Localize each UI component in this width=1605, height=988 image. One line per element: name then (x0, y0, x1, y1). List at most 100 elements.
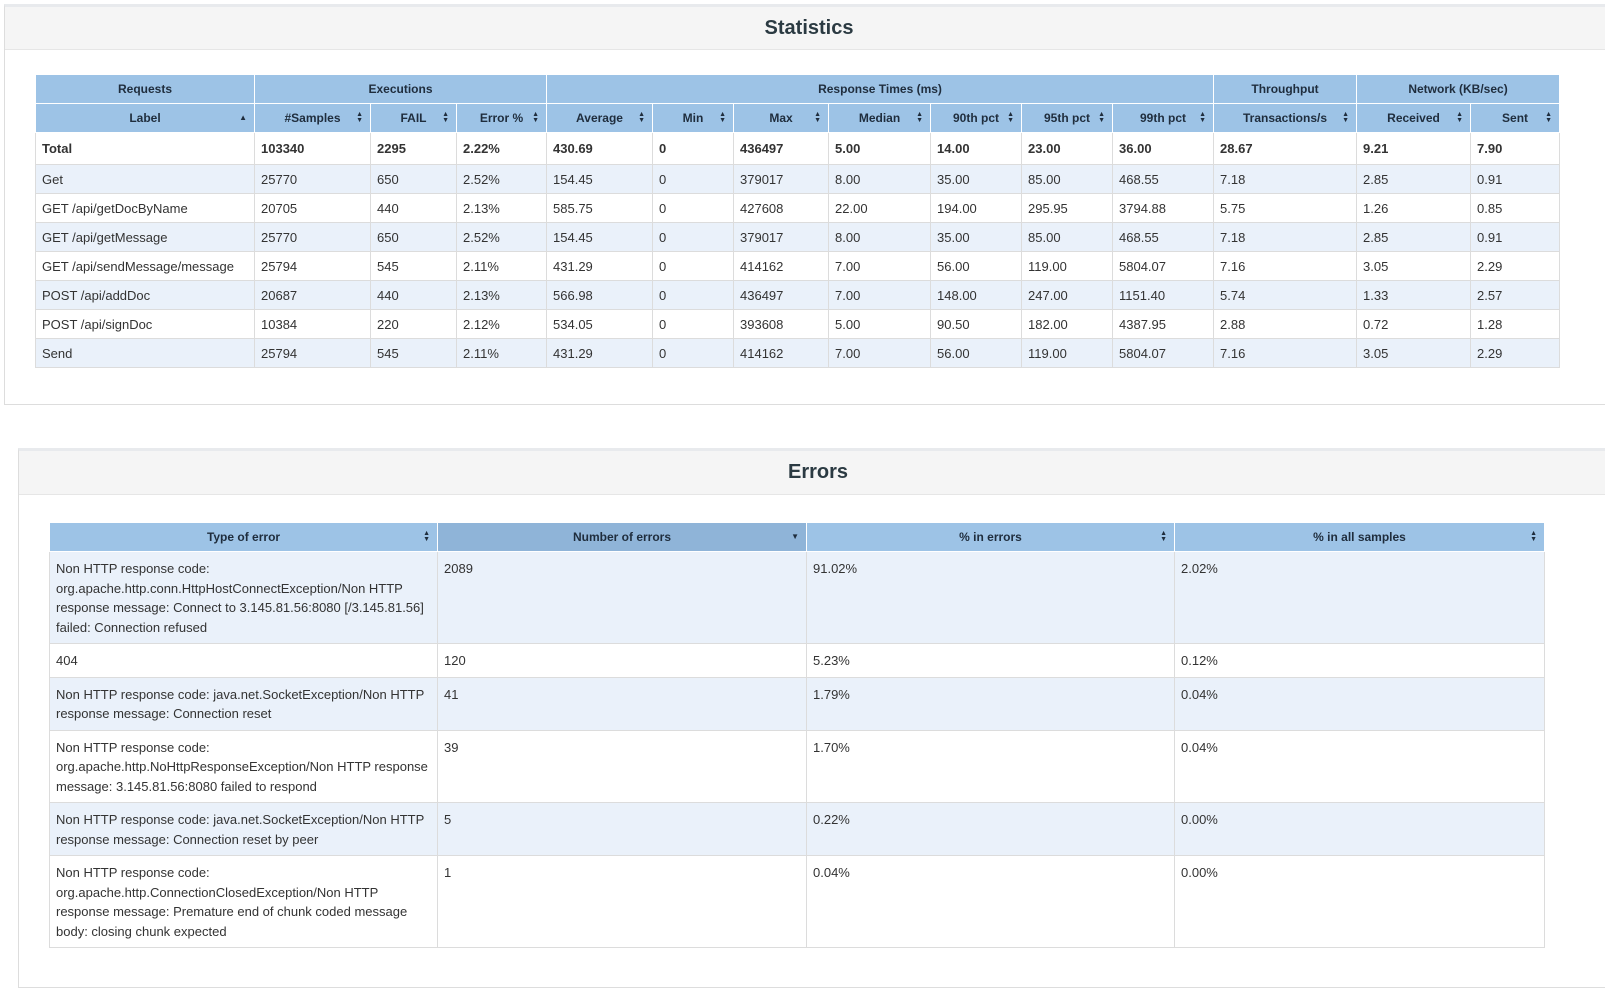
column-header-number-of-errors[interactable]: Number of errors ▼ (437, 522, 807, 552)
column-header-in-errors[interactable]: % in errors ▲ ▼ (806, 522, 1175, 552)
column-header-95th-pct[interactable]: 95th pct ▲ ▼ (1021, 103, 1114, 133)
column-header-label: 95th pct (1044, 111, 1091, 125)
table-row: GET /api/getMessage 25770 650 2.52% 154.45 0 3… (35, 222, 1561, 252)
table-cell: 2.11% (455, 251, 548, 281)
column-header-error[interactable]: Error % ▲ ▼ (455, 103, 548, 133)
column-header-transactions-s[interactable]: Transactions/s ▲ ▼ (1213, 103, 1358, 133)
table-cell: 120 (437, 643, 807, 678)
table-row: 404 120 5.23% 0.12% (49, 643, 1545, 678)
sort-both-icon: ▲ ▼ (532, 111, 540, 124)
table-cell: 0.72 (1356, 309, 1472, 339)
column-header-99th-pct[interactable]: 99th pct ▲ ▼ (1112, 103, 1215, 133)
table-cell: 545 (370, 338, 457, 368)
column-header-received[interactable]: Received ▲ ▼ (1356, 103, 1472, 133)
table-cell: 440 (370, 193, 457, 223)
table-cell: 393608 (733, 309, 830, 339)
column-header-label: % in errors (959, 530, 1022, 544)
table-cell: 25770 (254, 164, 371, 194)
table-cell: Total (35, 132, 255, 165)
table-cell: 28.67 (1213, 132, 1358, 165)
column-header-fail[interactable]: FAIL ▲ ▼ (370, 103, 457, 133)
column-header-label[interactable]: Label ▲ (35, 103, 255, 133)
sort-both-icon: ▲ ▼ (814, 111, 822, 124)
column-header-label: FAIL (400, 111, 427, 125)
table-cell: 0 (652, 338, 735, 368)
table-cell: 5.23% (806, 643, 1175, 678)
sort-both-icon: ▲ ▼ (638, 111, 646, 124)
table-cell: 119.00 (1021, 338, 1114, 368)
table-cell: 20705 (254, 193, 371, 223)
table-row: Non HTTP response code: java.net.SocketE… (49, 802, 1545, 856)
column-header-average[interactable]: Average ▲ ▼ (546, 103, 654, 133)
sort-both-icon: ▲ ▼ (1530, 530, 1537, 543)
table-cell: 5.74 (1213, 280, 1358, 310)
table-cell: 545 (370, 251, 457, 281)
table-cell: 0.00% (1174, 802, 1545, 856)
table-cell: 2.12% (455, 309, 548, 339)
column-header-90th-pct[interactable]: 90th pct ▲ ▼ (930, 103, 1023, 133)
table-cell: 650 (370, 164, 457, 194)
table-cell: 0.91 (1470, 164, 1561, 194)
table-row: Get 25770 650 2.52% 154.45 0 379017 8.00 35.00 85… (35, 164, 1561, 194)
table-cell: 182.00 (1021, 309, 1114, 339)
column-header-median[interactable]: Median ▲ ▼ (828, 103, 932, 133)
table-cell: 2.13% (455, 193, 548, 223)
table-cell: 7.18 (1213, 164, 1358, 194)
table-cell: 468.55 (1112, 164, 1215, 194)
table-cell: 119.00 (1021, 251, 1114, 281)
table-cell: 2.57 (1470, 280, 1561, 310)
column-header-type-of-error[interactable]: Type of error ▲ ▼ (49, 522, 438, 552)
statistics-panel: Statistics Requests Executions Response … (4, 4, 1605, 405)
group-header-response-times: Response Times (ms) (546, 74, 1215, 104)
table-cell: 2.29 (1470, 338, 1561, 368)
table-cell: 36.00 (1112, 132, 1215, 165)
table-cell: 35.00 (930, 164, 1023, 194)
group-header-requests: Requests (35, 74, 255, 104)
table-cell: 1.28 (1470, 309, 1561, 339)
sort-descending-icon: ▼ (791, 532, 799, 541)
column-header-max[interactable]: Max ▲ ▼ (733, 103, 830, 133)
column-header-min[interactable]: Min ▲ ▼ (652, 103, 735, 133)
table-cell: 431.29 (546, 251, 654, 281)
table-cell: 154.45 (546, 164, 654, 194)
column-header-label: Max (769, 111, 793, 125)
column-header-samples[interactable]: #Samples ▲ ▼ (254, 103, 371, 133)
table-cell: 5.00 (828, 132, 932, 165)
column-header-in-all-samples[interactable]: % in all samples ▲ ▼ (1174, 522, 1545, 552)
column-header-sent[interactable]: Sent ▲ ▼ (1470, 103, 1561, 133)
table-row: Non HTTP response code: org.apache.http.… (49, 855, 1545, 948)
statistics-heading: Statistics (5, 7, 1605, 50)
table-cell: 35.00 (930, 222, 1023, 252)
table-cell: 14.00 (930, 132, 1023, 165)
table-cell: 56.00 (930, 251, 1023, 281)
column-header-label: #Samples (284, 111, 341, 125)
table-cell: 2.52% (455, 164, 548, 194)
table-cell: 0 (652, 280, 735, 310)
table-cell: 7.00 (828, 280, 932, 310)
column-header-label: Received (1387, 111, 1440, 125)
table-cell: 5804.07 (1112, 338, 1215, 368)
table-cell: POST /api/addDoc (35, 280, 255, 310)
sort-both-icon: ▲ ▼ (1342, 111, 1350, 124)
table-cell: 3.05 (1356, 338, 1472, 368)
column-header-label: Transactions/s (1242, 111, 1328, 125)
column-header-label: Average (576, 111, 623, 125)
table-cell: 0 (652, 309, 735, 339)
sort-both-icon: ▲ ▼ (719, 111, 727, 124)
table-cell: 0.04% (1174, 729, 1545, 803)
table-cell: POST /api/signDoc (35, 309, 255, 339)
table-cell: 2089 (437, 551, 807, 644)
table-cell: 4387.95 (1112, 309, 1215, 339)
table-cell: 534.05 (546, 309, 654, 339)
sort-both-icon: ▲ ▼ (423, 530, 430, 543)
table-row: Send 25794 545 2.11% 431.29 0 414162 7.00 56.00 1… (35, 338, 1561, 368)
table-cell: 468.55 (1112, 222, 1215, 252)
table-cell: 220 (370, 309, 457, 339)
table-cell: GET /api/getMessage (35, 222, 255, 252)
table-cell: 0.12% (1174, 643, 1545, 678)
table-cell: 0 (652, 132, 735, 165)
statistics-title: Statistics (764, 16, 854, 39)
sort-both-icon: ▲ ▼ (1098, 111, 1106, 124)
table-cell: Non HTTP response code: java.net.SocketE… (49, 676, 438, 731)
table-cell: 7.18 (1213, 222, 1358, 252)
